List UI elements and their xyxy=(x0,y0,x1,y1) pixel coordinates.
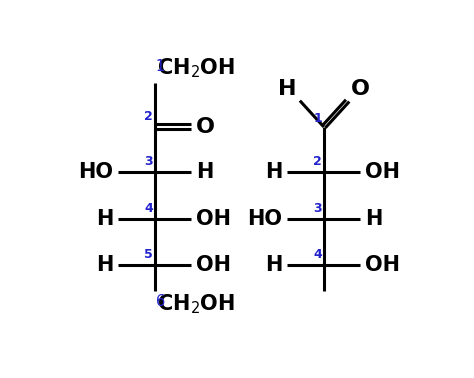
Text: 5: 5 xyxy=(144,248,153,261)
Text: H: H xyxy=(265,255,283,275)
Text: HO: HO xyxy=(79,162,114,182)
Text: 1: 1 xyxy=(313,112,322,125)
Text: 4: 4 xyxy=(313,248,322,261)
Text: 3: 3 xyxy=(144,155,153,168)
Text: HO: HO xyxy=(247,209,283,229)
Text: OH: OH xyxy=(365,255,400,275)
Text: CH$_2$OH: CH$_2$OH xyxy=(156,57,235,80)
Text: CH$_2$OH: CH$_2$OH xyxy=(156,293,235,316)
Text: O: O xyxy=(351,79,370,99)
Text: $^6$: $^6$ xyxy=(155,296,166,316)
Text: H: H xyxy=(196,162,213,182)
Text: O: O xyxy=(196,117,215,137)
Text: H: H xyxy=(96,255,114,275)
Text: H: H xyxy=(278,79,296,99)
Text: OH: OH xyxy=(196,255,231,275)
Text: 4: 4 xyxy=(144,202,153,215)
Text: $^1$: $^1$ xyxy=(155,60,165,80)
Text: 2: 2 xyxy=(144,110,153,123)
Text: OH: OH xyxy=(196,209,231,229)
Text: 3: 3 xyxy=(313,202,322,215)
Text: H: H xyxy=(265,162,283,182)
Text: OH: OH xyxy=(365,162,400,182)
Text: H: H xyxy=(96,209,114,229)
Text: H: H xyxy=(365,209,382,229)
Text: 2: 2 xyxy=(313,155,322,168)
